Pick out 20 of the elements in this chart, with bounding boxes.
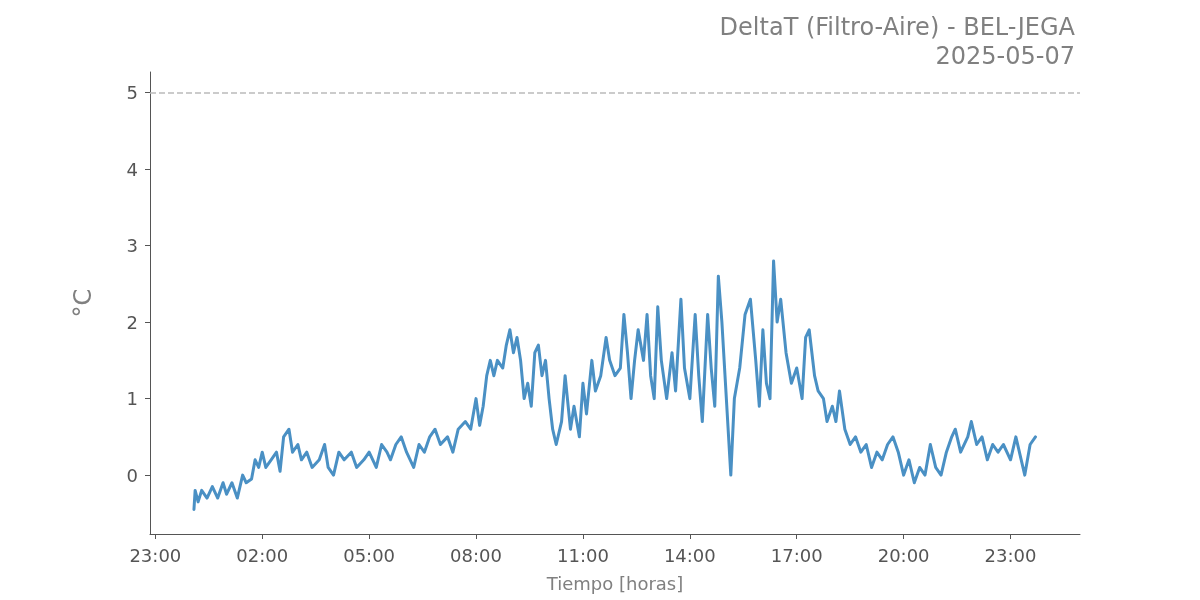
x-tick-label: 20:00	[877, 544, 930, 566]
y-tick-label: 2	[126, 311, 138, 333]
y-axis-title: °C	[69, 288, 97, 318]
chart-subtitle: 2025-05-07	[935, 42, 1076, 70]
x-tick-label: 23:00	[129, 544, 182, 566]
x-tick-label: 05:00	[343, 544, 396, 566]
x-tick-label: 02:00	[236, 544, 289, 566]
x-tick-label: 17:00	[770, 544, 823, 566]
x-tick-label: 23:00	[984, 544, 1037, 566]
line-series	[192, 259, 1037, 512]
y-tick-label: 5	[126, 82, 138, 104]
chart-title: DeltaT (Filtro-Aire) - BEL-JEGA	[719, 13, 1076, 41]
y-tick-label: 4	[126, 158, 138, 180]
x-axis-title: Tiempo [horas]	[545, 572, 684, 594]
x-tick-label: 14:00	[663, 544, 716, 566]
y-tick-label: 3	[126, 235, 138, 257]
x-tick-label: 08:00	[450, 544, 502, 566]
x-tick-label: 11:00	[556, 544, 609, 566]
y-tick-label: 1	[126, 388, 138, 410]
y-tick-label: 0	[126, 464, 138, 486]
